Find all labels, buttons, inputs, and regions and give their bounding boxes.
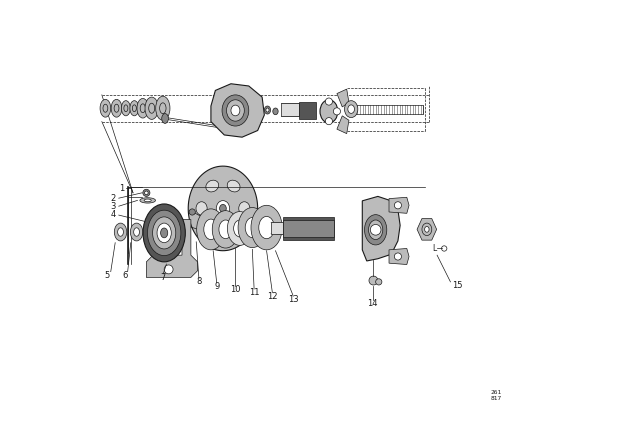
Circle shape xyxy=(325,117,332,125)
Ellipse shape xyxy=(259,216,275,239)
Ellipse shape xyxy=(196,202,207,215)
Text: 12: 12 xyxy=(267,292,278,301)
Ellipse shape xyxy=(111,99,122,117)
Circle shape xyxy=(164,265,173,274)
Polygon shape xyxy=(337,89,349,107)
Text: 7: 7 xyxy=(161,273,166,282)
Ellipse shape xyxy=(212,211,239,248)
Ellipse shape xyxy=(143,204,186,262)
Circle shape xyxy=(394,253,401,260)
Ellipse shape xyxy=(206,225,219,237)
Ellipse shape xyxy=(344,101,358,117)
Circle shape xyxy=(145,191,148,194)
Text: 3: 3 xyxy=(110,202,116,211)
Ellipse shape xyxy=(144,199,151,202)
Bar xyxy=(283,220,334,237)
Text: 2: 2 xyxy=(110,194,116,202)
Ellipse shape xyxy=(145,97,158,119)
Ellipse shape xyxy=(348,105,355,113)
Ellipse shape xyxy=(264,106,271,114)
Polygon shape xyxy=(417,219,436,240)
Bar xyxy=(283,217,334,240)
Circle shape xyxy=(189,209,195,215)
Text: 14: 14 xyxy=(367,299,378,308)
Ellipse shape xyxy=(118,228,124,236)
Ellipse shape xyxy=(227,100,244,121)
Ellipse shape xyxy=(131,223,143,241)
Circle shape xyxy=(325,98,332,105)
Ellipse shape xyxy=(161,228,168,238)
Bar xyxy=(281,103,299,116)
Ellipse shape xyxy=(231,105,240,116)
Bar xyxy=(299,102,316,119)
Ellipse shape xyxy=(157,223,172,243)
Ellipse shape xyxy=(220,204,227,212)
Ellipse shape xyxy=(134,228,140,236)
Bar xyxy=(347,105,423,114)
Polygon shape xyxy=(211,84,264,137)
Text: 261
817: 261 817 xyxy=(490,390,502,401)
Ellipse shape xyxy=(156,96,170,120)
Polygon shape xyxy=(389,249,409,264)
Ellipse shape xyxy=(147,210,181,256)
Ellipse shape xyxy=(140,198,156,203)
Ellipse shape xyxy=(152,217,176,249)
Polygon shape xyxy=(362,196,400,261)
Ellipse shape xyxy=(115,223,127,241)
Ellipse shape xyxy=(206,180,219,192)
Polygon shape xyxy=(188,166,258,251)
Ellipse shape xyxy=(100,99,111,117)
Text: 6: 6 xyxy=(123,271,128,280)
Ellipse shape xyxy=(365,215,387,245)
Ellipse shape xyxy=(219,220,232,239)
Ellipse shape xyxy=(162,114,168,123)
Text: L: L xyxy=(433,244,437,253)
Polygon shape xyxy=(337,116,349,134)
Circle shape xyxy=(371,224,381,235)
Ellipse shape xyxy=(251,205,282,250)
Polygon shape xyxy=(389,197,409,213)
Ellipse shape xyxy=(182,222,186,228)
Text: 13: 13 xyxy=(288,295,299,304)
Ellipse shape xyxy=(266,108,269,112)
Ellipse shape xyxy=(273,108,278,115)
Text: 5: 5 xyxy=(104,271,110,280)
Ellipse shape xyxy=(238,207,267,248)
Circle shape xyxy=(394,202,401,209)
Ellipse shape xyxy=(320,100,338,123)
Ellipse shape xyxy=(137,99,148,118)
Ellipse shape xyxy=(424,226,429,232)
Ellipse shape xyxy=(130,101,139,116)
Text: 11: 11 xyxy=(249,288,259,297)
Ellipse shape xyxy=(227,225,240,237)
Ellipse shape xyxy=(204,219,218,240)
Ellipse shape xyxy=(234,220,246,237)
Ellipse shape xyxy=(216,201,230,216)
Text: 10: 10 xyxy=(230,285,241,294)
Text: 15: 15 xyxy=(452,281,462,290)
Text: 1: 1 xyxy=(119,184,125,193)
Ellipse shape xyxy=(369,220,383,240)
Ellipse shape xyxy=(222,95,249,126)
Ellipse shape xyxy=(227,211,252,246)
Text: 4: 4 xyxy=(110,210,116,219)
Circle shape xyxy=(333,108,340,115)
Polygon shape xyxy=(147,220,198,277)
Ellipse shape xyxy=(239,202,250,215)
Ellipse shape xyxy=(196,209,225,250)
Text: 9: 9 xyxy=(214,282,220,291)
Ellipse shape xyxy=(227,180,240,192)
Circle shape xyxy=(143,189,150,196)
Text: 8: 8 xyxy=(196,277,202,286)
Circle shape xyxy=(376,279,382,285)
Bar xyxy=(271,222,333,234)
Ellipse shape xyxy=(122,101,131,116)
Circle shape xyxy=(369,276,378,285)
Ellipse shape xyxy=(245,218,259,237)
